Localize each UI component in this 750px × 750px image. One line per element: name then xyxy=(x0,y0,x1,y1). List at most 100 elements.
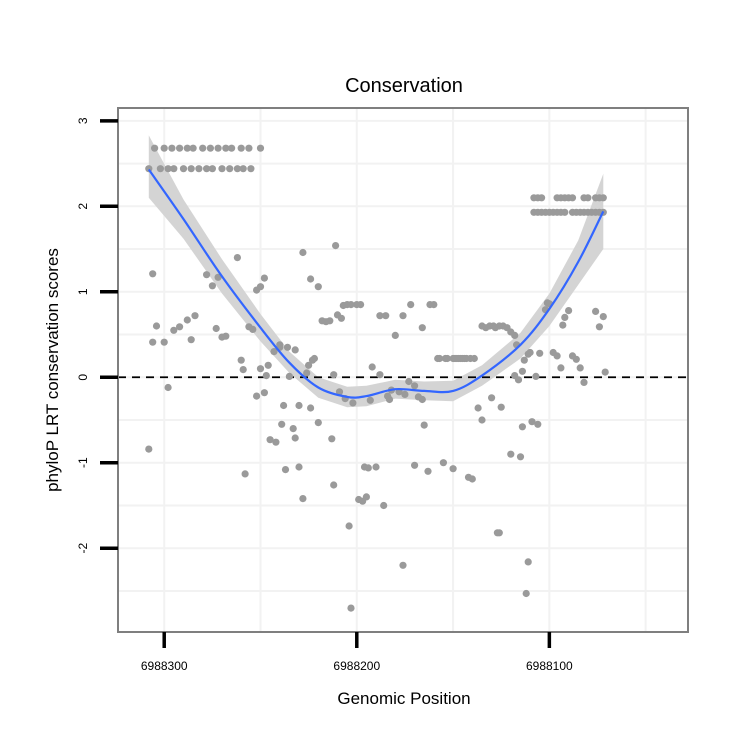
data-point xyxy=(239,165,247,173)
data-point xyxy=(222,144,230,152)
data-point xyxy=(362,493,370,501)
data-point xyxy=(516,453,525,461)
data-point xyxy=(266,436,274,444)
data-point xyxy=(332,242,340,250)
data-point xyxy=(559,321,567,329)
data-point xyxy=(170,326,178,334)
data-point xyxy=(376,371,384,379)
data-point xyxy=(260,274,268,282)
data-point xyxy=(179,165,188,173)
data-point xyxy=(160,144,168,152)
y-axis: -2 -1 0 1 2 3 xyxy=(76,117,118,554)
data-point xyxy=(212,324,220,333)
data-point xyxy=(168,144,176,152)
data-point xyxy=(262,372,270,380)
data-point xyxy=(436,354,444,363)
data-point xyxy=(295,401,303,410)
data-point xyxy=(478,416,486,424)
data-point xyxy=(283,343,292,351)
data-point xyxy=(534,420,542,428)
data-point xyxy=(208,282,216,290)
chart-title: Conservation xyxy=(345,75,463,97)
data-point xyxy=(233,254,241,262)
data-point xyxy=(183,316,191,324)
data-point xyxy=(249,325,257,333)
data-point xyxy=(195,165,203,173)
data-point xyxy=(330,481,338,489)
data-point xyxy=(245,144,253,152)
data-point xyxy=(303,369,311,377)
data-point xyxy=(399,312,407,320)
y-tick-label: 0 xyxy=(76,374,90,381)
data-point xyxy=(170,165,178,173)
data-point xyxy=(214,144,222,152)
data-point xyxy=(326,317,334,325)
confidence-ribbon xyxy=(148,135,604,408)
y-tick-label: -1 xyxy=(76,457,90,468)
data-point xyxy=(222,332,230,340)
data-point xyxy=(514,376,523,384)
data-point xyxy=(528,418,536,426)
data-point xyxy=(305,361,313,369)
x-axis-label: Genomic Position xyxy=(337,689,470,708)
data-point xyxy=(405,377,413,386)
data-point xyxy=(595,323,604,331)
data-point xyxy=(307,275,315,283)
data-point xyxy=(357,301,365,309)
data-point xyxy=(424,467,432,475)
data-point xyxy=(237,356,245,364)
data-point xyxy=(380,501,388,510)
data-point xyxy=(299,248,307,257)
x-axis: 6988300 6988200 6988100 xyxy=(141,632,573,673)
data-point xyxy=(349,399,357,407)
data-point xyxy=(291,434,299,442)
data-point xyxy=(376,312,384,320)
data-point xyxy=(418,324,426,332)
data-point xyxy=(307,404,315,412)
data-point xyxy=(572,355,580,363)
data-point xyxy=(218,165,226,173)
data-point xyxy=(507,450,515,458)
data-point xyxy=(385,395,394,404)
data-point xyxy=(532,372,540,380)
data-point xyxy=(187,336,195,344)
x-tick-label: 6988200 xyxy=(333,659,380,673)
data-point xyxy=(233,165,241,173)
data-point xyxy=(285,372,293,380)
data-point xyxy=(281,466,290,474)
data-point xyxy=(203,165,211,173)
data-point xyxy=(565,307,573,315)
data-point xyxy=(468,475,476,483)
data-point xyxy=(536,349,544,357)
data-point xyxy=(199,144,207,152)
data-point xyxy=(411,382,419,390)
data-point xyxy=(256,144,265,152)
data-point xyxy=(214,273,222,281)
data-point xyxy=(576,364,584,372)
data-point xyxy=(522,589,530,598)
data-point xyxy=(176,323,184,331)
data-point xyxy=(347,604,355,612)
data-point xyxy=(568,194,577,202)
data-point xyxy=(295,463,303,471)
data-point xyxy=(191,312,199,320)
data-point xyxy=(391,331,399,339)
data-point xyxy=(495,529,503,537)
data-point xyxy=(366,396,374,404)
data-point xyxy=(335,388,344,396)
data-point xyxy=(488,394,496,402)
data-point xyxy=(241,470,249,478)
smooth-line xyxy=(147,168,605,399)
data-point xyxy=(149,270,157,278)
data-point xyxy=(256,365,265,373)
data-point xyxy=(291,346,299,354)
data-point xyxy=(470,354,478,363)
data-point xyxy=(601,368,609,376)
data-point xyxy=(299,495,307,503)
data-point xyxy=(314,419,322,427)
data-point xyxy=(310,354,318,363)
data-point xyxy=(364,464,372,472)
data-point xyxy=(518,367,527,375)
data-point xyxy=(176,144,184,152)
